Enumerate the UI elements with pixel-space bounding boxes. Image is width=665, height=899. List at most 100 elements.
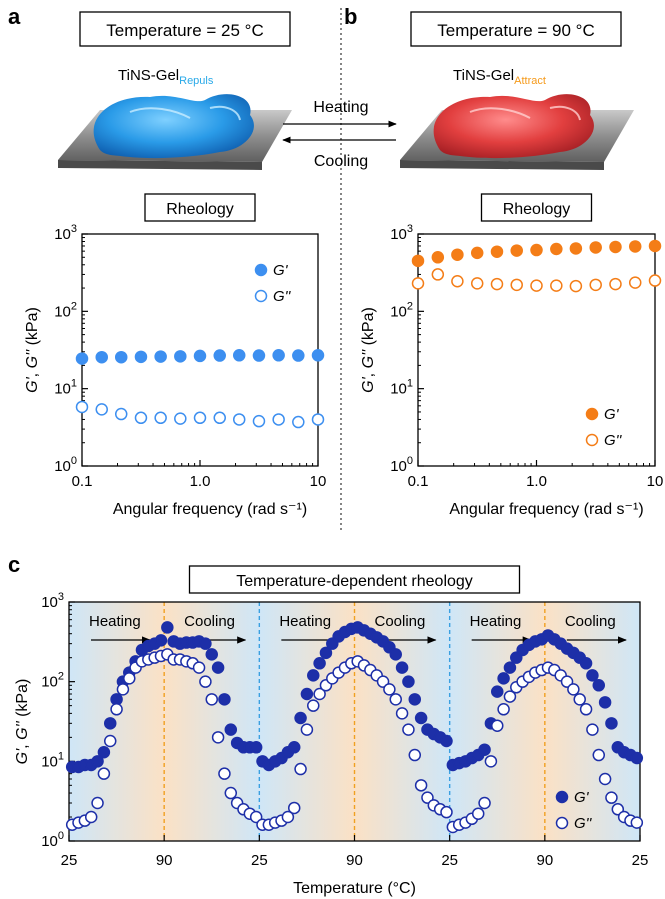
data-point-loss-modulus [307,699,320,712]
data-point-storage-modulus [75,352,89,365]
legend-loss-label: G'' [574,815,593,832]
segment-label-cooling: Cooling [184,613,235,630]
data-point-storage-modulus [497,672,510,685]
panel-label-c: c [8,552,20,577]
data-point-storage-modulus [205,648,218,661]
data-point-storage-modulus [252,349,266,362]
data-point-storage-modulus [232,349,246,362]
data-point-storage-modulus [592,679,606,692]
data-point-storage-modulus [431,251,445,264]
data-point-loss-modulus [224,786,238,800]
legend-storage-label: G' [604,406,620,423]
x-tick-label: 10 [310,473,327,490]
data-point-loss-modulus [573,693,586,706]
data-point-loss-modulus [389,693,402,706]
heating-label: Heating [313,99,368,116]
data-point-storage-modulus [154,350,167,363]
y-tick-label: 101 [390,378,413,398]
gel-name-right: TiNS-GelAttract [453,67,546,87]
x-tick-label: 1.0 [526,473,547,490]
gel-name-left: TiNS-GelRepuls [118,67,214,87]
legend-storage-marker [585,407,599,421]
data-point-storage-modulus [91,755,104,768]
data-point-storage-modulus [103,717,117,730]
data-point-loss-modulus [503,690,517,703]
segment-label-cooling: Cooling [375,613,426,630]
data-point-storage-modulus [199,637,212,650]
chart-title: Rheology [503,201,571,218]
data-point-loss-modulus [116,683,130,696]
x-tick-label: 25 [441,852,458,869]
data-point-storage-modulus [630,751,644,765]
data-point-storage-modulus [586,669,599,682]
data-point-storage-modulus [491,685,504,698]
data-point-storage-modulus [193,349,207,363]
x-tick-label: 25 [251,852,268,869]
y-tick-label: 100 [390,455,413,475]
data-point-loss-modulus [91,796,104,810]
data-point-storage-modulus [609,240,622,254]
data-point-loss-modulus [470,277,484,290]
data-point-loss-modulus [110,703,123,716]
data-point-loss-modulus [592,748,606,762]
x-axis-label: Angular frequency (rad s⁻¹) [113,501,307,518]
segment-label-heating: Heating [89,613,141,630]
data-point-loss-modulus [97,767,111,780]
chart-title: Rheology [166,201,234,218]
chart-c: Temperature-dependent rheology Heating Coo… [14,565,648,897]
data-point-loss-modulus [586,723,599,736]
data-point-loss-modulus [114,407,128,421]
data-point-loss-modulus [628,276,642,289]
data-point-storage-modulus [319,646,333,660]
gel-illustration-left [58,94,292,170]
data-point-loss-modulus [408,748,422,762]
segment-band-heating [69,602,165,841]
data-point-storage-modulus [213,349,226,362]
legend-loss-marker [585,433,599,447]
data-point-loss-modulus [648,274,662,287]
y-tick-label: 102 [390,300,413,320]
data-point-loss-modulus [103,734,117,748]
data-point-loss-modulus [589,278,602,292]
data-point-storage-modulus [292,349,305,362]
data-point-loss-modulus [411,277,425,290]
data-point-storage-modulus [313,657,326,670]
data-point-loss-modulus [478,796,491,810]
y-axis-label: G', G'' (kPa) [14,679,31,765]
data-point-loss-modulus [471,807,485,820]
temperature-box-left [79,11,291,47]
data-point-loss-modulus [213,411,226,425]
data-point-loss-modulus [510,278,523,292]
data-point-storage-modulus [174,350,187,363]
data-point-storage-modulus [211,661,225,674]
data-point-loss-modulus [605,791,618,804]
data-point-loss-modulus [550,279,563,292]
data-point-storage-modulus [249,741,263,754]
temperature-box-right [410,11,622,47]
x-axis-label: Temperature (°C) [293,880,416,897]
x-tick-label: 1.0 [190,473,211,490]
x-tick-label: 25 [61,852,78,869]
data-point-loss-modulus [252,414,266,428]
y-tick-label: 103 [54,223,77,243]
data-point-loss-modulus [134,411,148,425]
data-point-storage-modulus [530,243,543,257]
data-point-loss-modulus [292,415,305,429]
data-point-loss-modulus [287,801,301,815]
legend-storage-marker [254,263,268,277]
chart-title-box [144,193,256,222]
data-point-storage-modulus [311,349,325,362]
data-point-loss-modulus [123,672,136,685]
data-point-storage-modulus [218,693,231,706]
data-point-loss-modulus [218,767,231,780]
data-point-storage-modulus [478,743,491,756]
data-point-storage-modulus [569,242,583,255]
y-tick-label: 102 [41,671,64,691]
chart-title-box [480,193,593,222]
data-point-storage-modulus [97,746,111,759]
data-point-loss-modulus [598,772,612,786]
legend-loss-marker [254,289,268,303]
data-point-loss-modulus [484,755,498,768]
data-point-loss-modulus [383,683,396,696]
